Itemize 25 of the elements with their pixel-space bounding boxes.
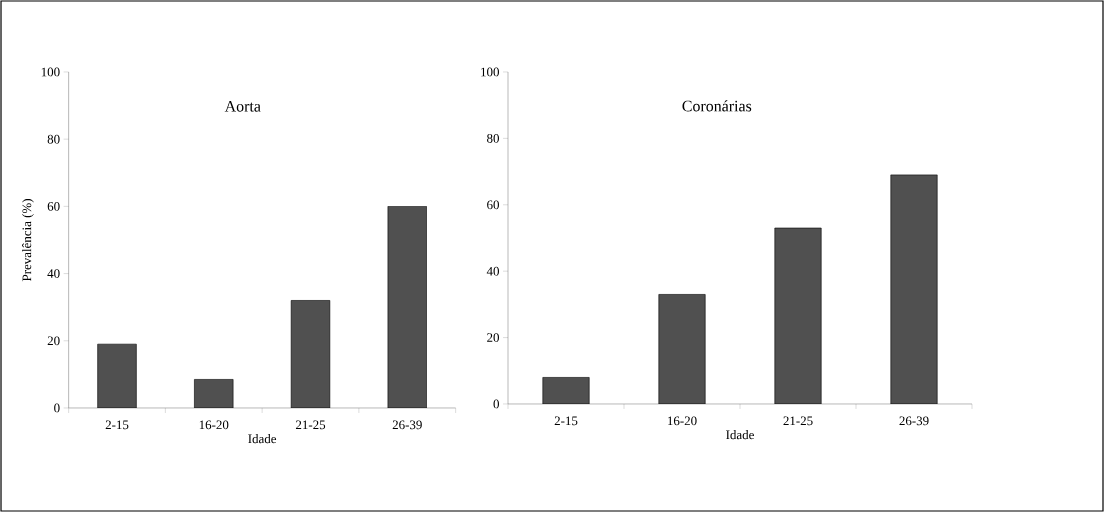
x-tick-label: 2-15 xyxy=(554,416,578,426)
y-tick-label: 60 xyxy=(487,200,499,210)
x-tick-label: 16-20 xyxy=(668,416,697,426)
y-tick-label: 0 xyxy=(54,403,60,413)
y-tick-label: 60 xyxy=(47,202,60,211)
y-tick-label: 0 xyxy=(493,399,499,409)
x-tick-label: 21-25 xyxy=(295,420,326,430)
y-axis-title: Prevalência (%) xyxy=(22,199,34,282)
y-tick-label: 80 xyxy=(487,134,499,143)
text: Coronárias xyxy=(682,100,752,112)
y-tick-label: 20 xyxy=(487,333,499,342)
y-tick-label: 100 xyxy=(41,67,60,77)
y-tick-label: 40 xyxy=(47,269,60,278)
text: Aorta xyxy=(224,100,261,112)
x-axis-title: Idade xyxy=(726,430,754,440)
x-tick-label: 21-25 xyxy=(783,416,813,426)
y-tick-label: 20 xyxy=(47,336,60,346)
y-tick-label: 80 xyxy=(47,134,60,144)
x-axis-title: Idade xyxy=(248,434,277,444)
y-tick-label: 40 xyxy=(486,266,499,276)
x-tick-label: 16-20 xyxy=(199,420,229,430)
x-tick-label: 26-39 xyxy=(899,416,929,426)
y-tick-label: 100 xyxy=(481,67,499,77)
x-tick-label: 26-39 xyxy=(392,420,422,430)
x-tick-label: 2-15 xyxy=(105,420,129,430)
